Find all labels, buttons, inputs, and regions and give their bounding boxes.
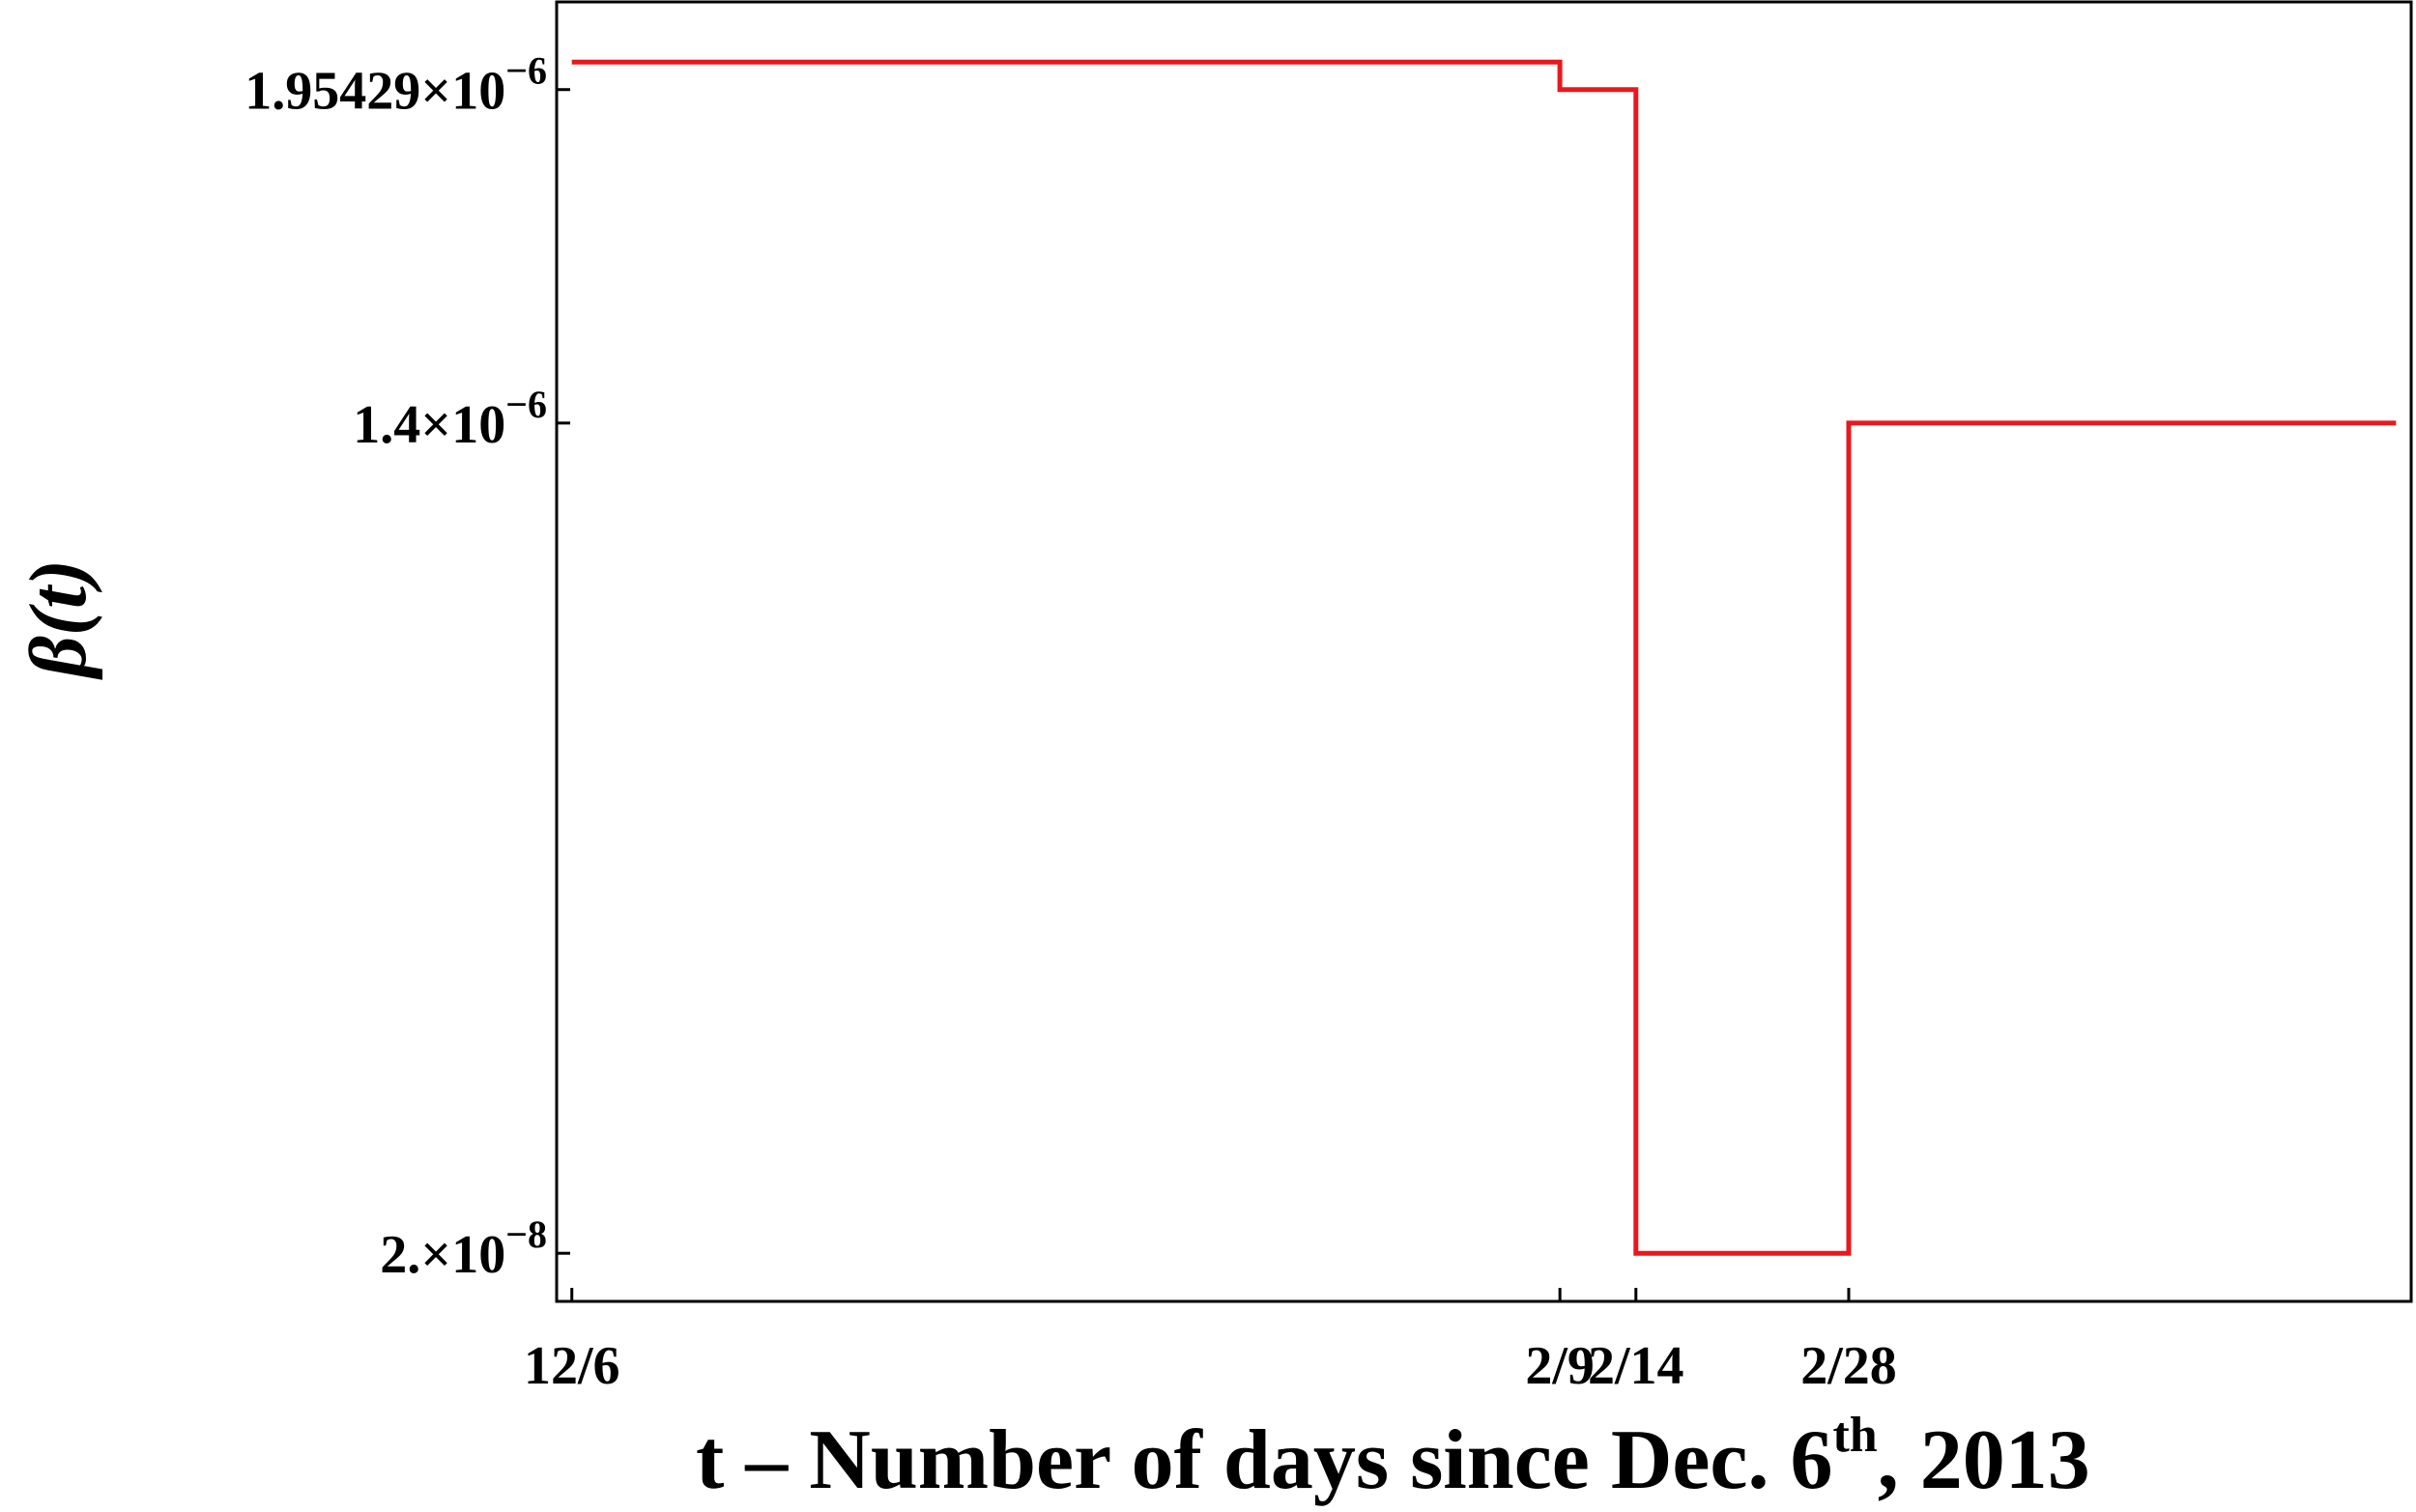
- x-tick-label-3: 2/28: [1800, 1336, 1897, 1396]
- x-axis-title-tail: , 2013: [1878, 1413, 2090, 1507]
- x-axis-title: t – Number of days since Dec. 6th, 2013: [696, 1408, 2090, 1507]
- plot-frame: [555, 0, 2413, 1303]
- beta-series-line: [571, 59, 2397, 1256]
- x-axis-ticks: 12/6 2/92/14 2/28: [524, 1288, 1897, 1396]
- x-tick-label-2: 2/14: [1588, 1336, 1684, 1396]
- y-axis-title: β(t): [14, 559, 103, 680]
- y-tick-label-1: 1.4×10−6: [353, 383, 547, 455]
- y-tick-label-2: 2.×10−8: [380, 1212, 547, 1285]
- y-tick-label-0: 1.95429×10−6: [244, 49, 547, 122]
- x-axis-title-main: t – Number of days since Dec. 6: [696, 1413, 1832, 1507]
- x-tick-label-1: 2/9: [1525, 1336, 1595, 1396]
- y-axis-ticks: 1.95429×10−6 1.4×10−6 2.×10−8: [244, 49, 570, 1285]
- x-tick-label-0: 12/6: [524, 1336, 620, 1396]
- x-axis-title-sup: th: [1832, 1408, 1877, 1463]
